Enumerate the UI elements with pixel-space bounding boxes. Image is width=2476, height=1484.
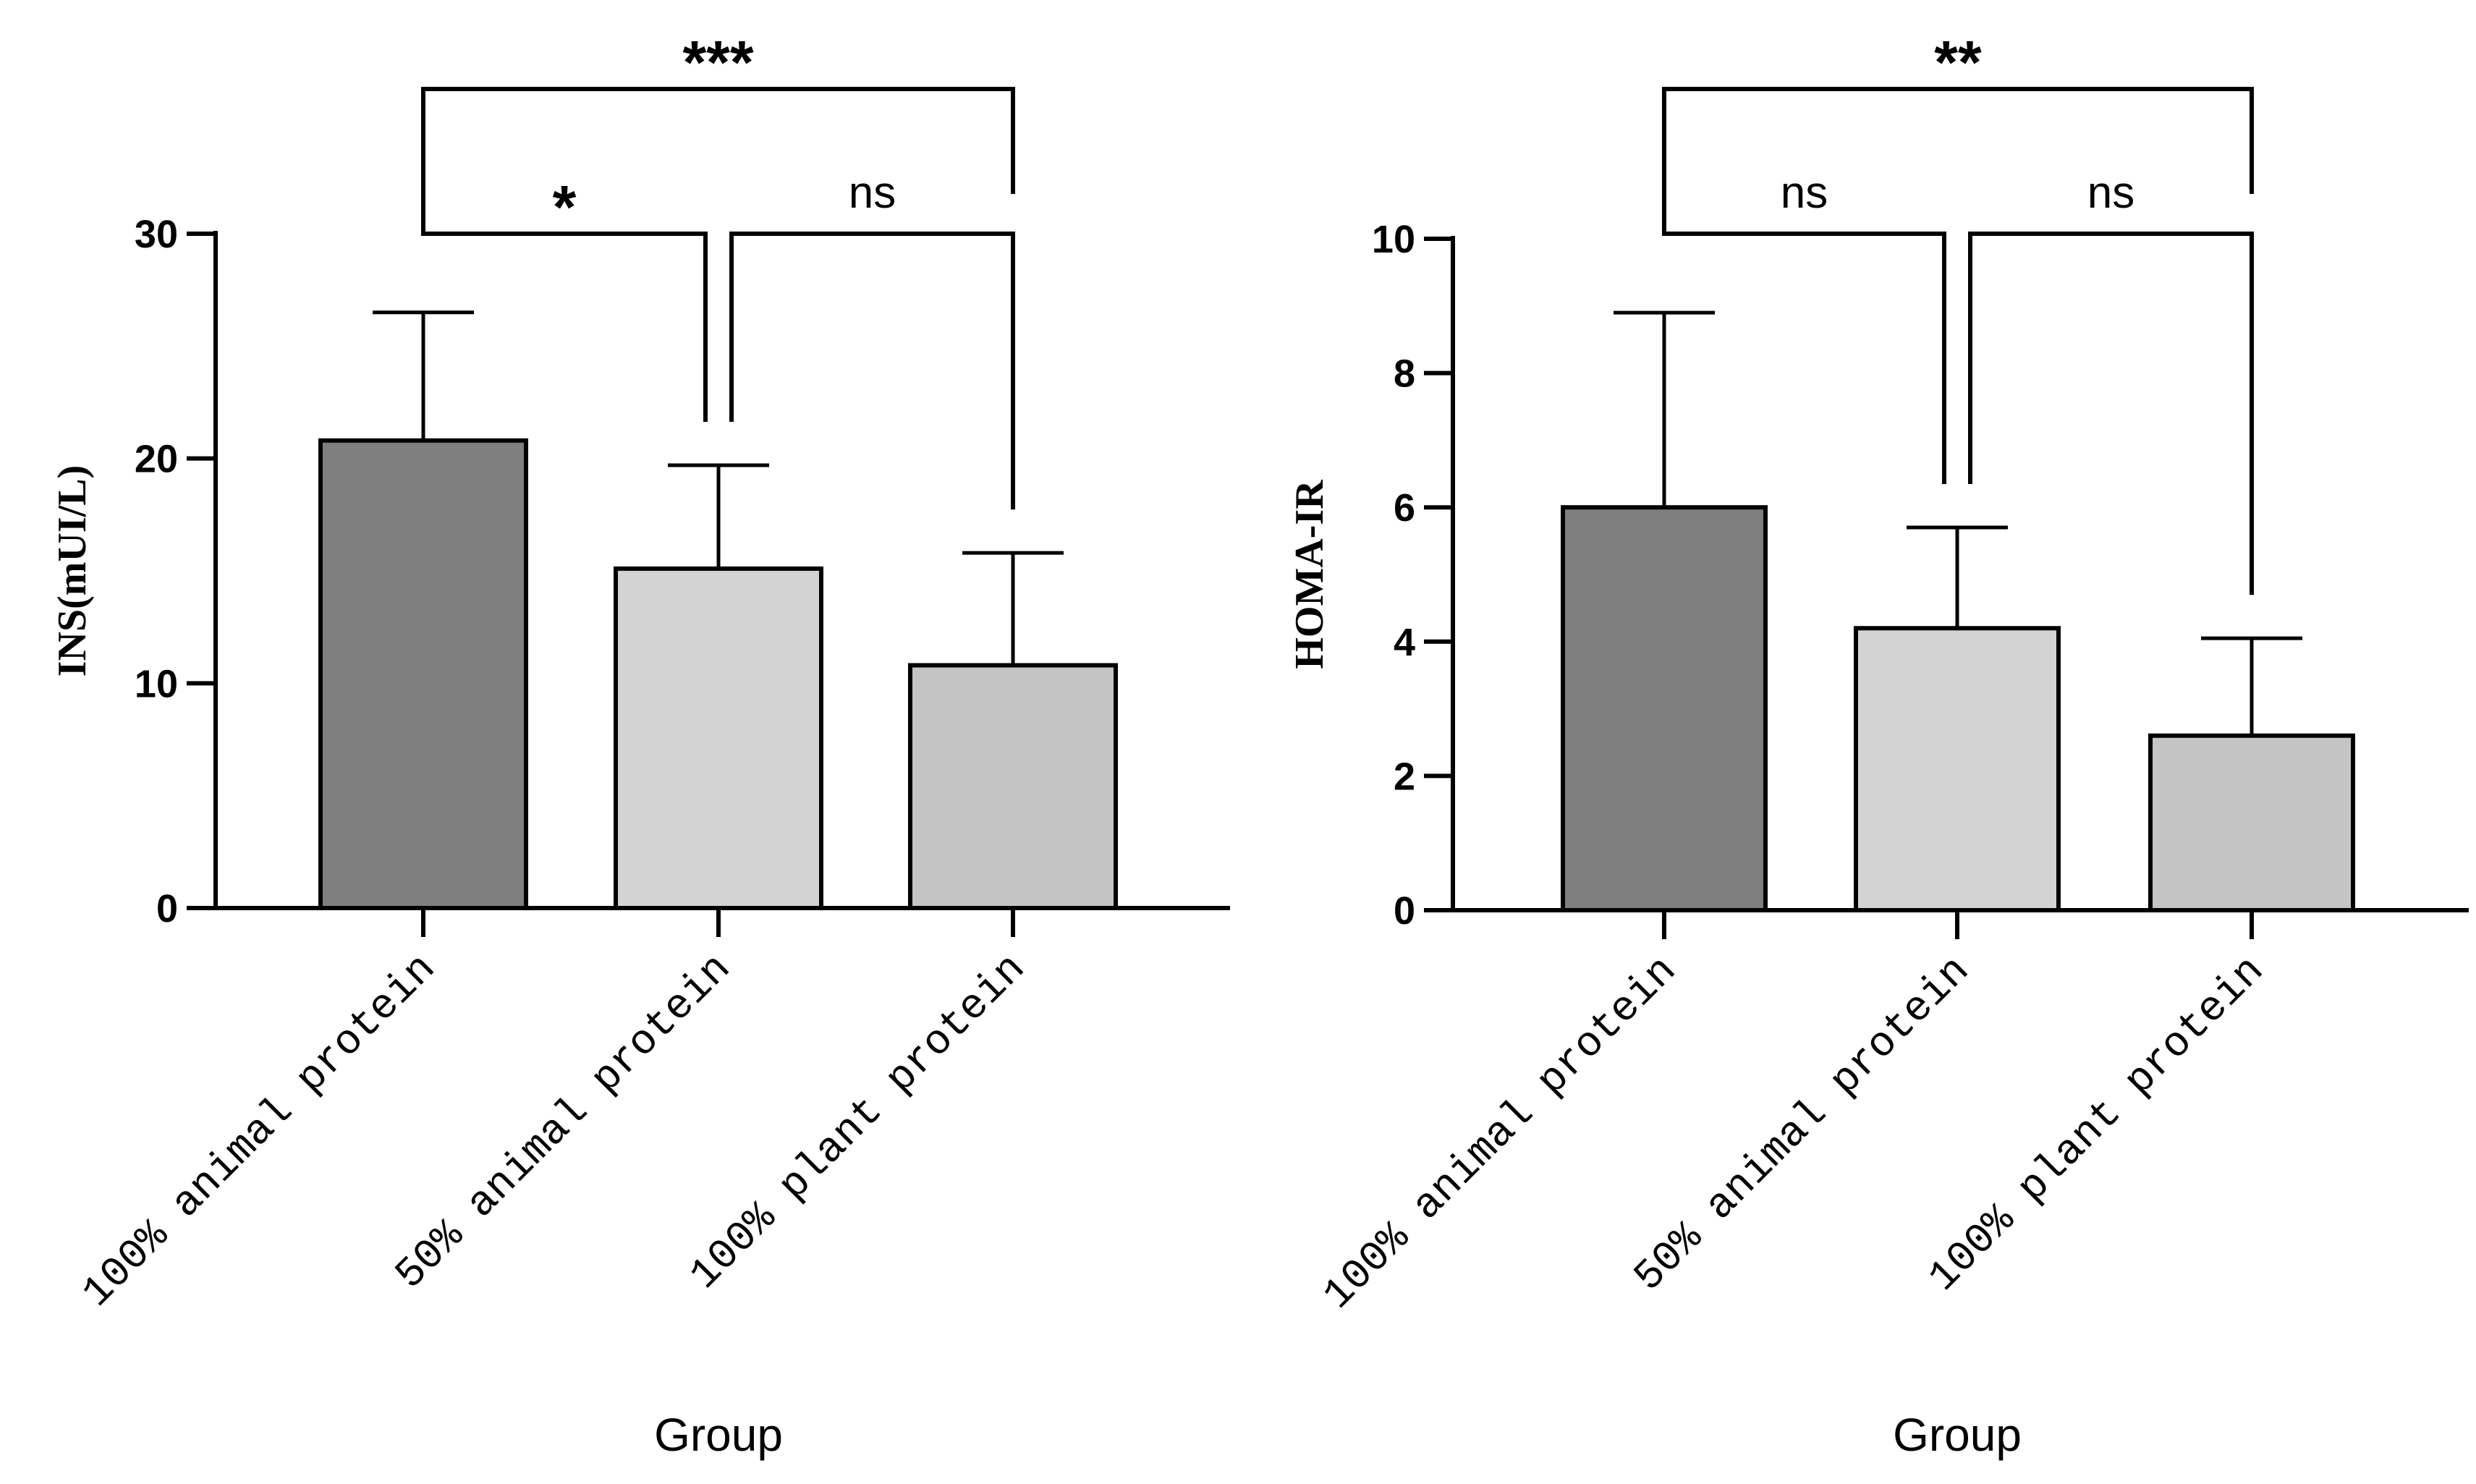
y-tick-label-5: 8 <box>1394 352 1415 396</box>
x-category-label-3: 100% plant protein <box>682 946 1035 1299</box>
y-tick-label-6: 10 <box>1372 218 1415 261</box>
x-axis-title: Group <box>654 1409 783 1461</box>
bar-3 <box>2148 733 2355 912</box>
significance-bracket-2 <box>729 232 1015 510</box>
significance-label-2: ns <box>849 168 896 218</box>
significance-label-1: * <box>553 173 577 241</box>
y-tick-label-4: 6 <box>1394 486 1415 530</box>
y-tick-label-3: 20 <box>135 438 178 481</box>
bar-1 <box>318 438 528 910</box>
y-tick-label-3: 4 <box>1394 621 1415 664</box>
y-tick-label-1: 0 <box>156 887 178 930</box>
x-category-label-1: 100% animal protein <box>74 946 446 1318</box>
y-tick-label-2: 2 <box>1394 755 1415 798</box>
significance-label-1: ns <box>1781 168 1828 218</box>
x-category-label-2: 50% animal protein <box>1626 948 1980 1302</box>
significance-bracket-2 <box>1968 232 2254 595</box>
significance-bracket-3 <box>1662 87 2254 194</box>
bar-2 <box>1854 626 2061 912</box>
x-category-label-2: 50% animal protein <box>387 946 741 1299</box>
significance-bracket-3 <box>421 87 1015 194</box>
y-tick-label-1: 0 <box>1394 889 1415 933</box>
significance-label-3: ** <box>1934 28 1982 96</box>
y-tick-label-4: 30 <box>135 213 178 256</box>
significance-bracket-1 <box>421 194 708 422</box>
bar-2 <box>614 566 823 910</box>
y-tick-label-2: 10 <box>135 662 178 705</box>
significance-bracket-1 <box>1662 194 1946 485</box>
significance-label-2: ns <box>2087 168 2134 218</box>
bar-3 <box>908 663 1118 910</box>
significance-label-3: *** <box>682 28 753 96</box>
x-axis-title: Group <box>1893 1409 2022 1461</box>
y-axis-title: HOMA-IR <box>1287 480 1332 669</box>
x-category-label-3: 100% plant protein <box>1920 948 2274 1302</box>
bar-1 <box>1561 505 1768 912</box>
y-axis-title: INS(mUI/L) <box>50 465 95 677</box>
